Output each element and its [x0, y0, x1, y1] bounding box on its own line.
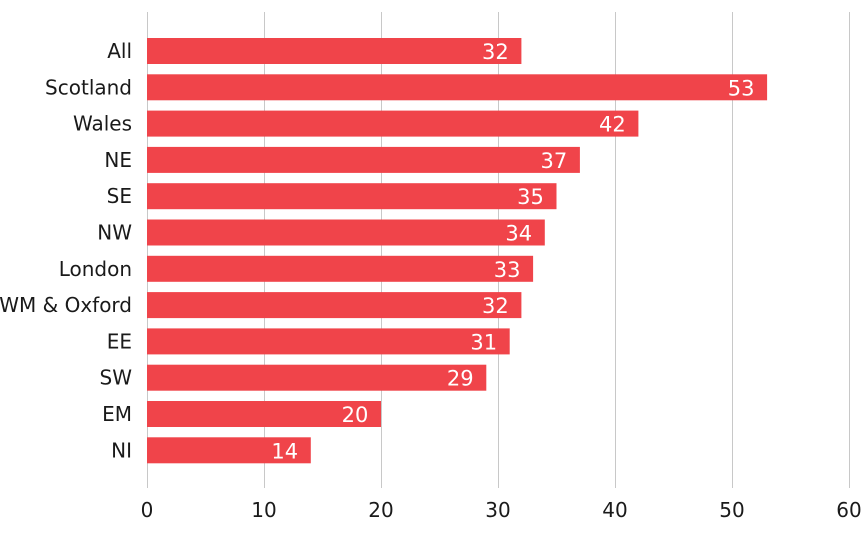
- bars-group: [147, 38, 768, 464]
- data-label: 31: [470, 330, 497, 354]
- category-label: WM & Oxford: [0, 293, 132, 317]
- x-tick-label: 40: [602, 498, 627, 522]
- data-label: 37: [541, 149, 568, 173]
- category-label: SE: [107, 184, 132, 208]
- data-label: 42: [599, 113, 626, 137]
- category-label: EE: [107, 329, 132, 353]
- bar: [147, 74, 768, 101]
- category-label: All: [107, 39, 132, 63]
- bar: [147, 219, 545, 246]
- bar: [147, 401, 381, 427]
- x-tick-labels: 0 10 20 30 40 50 60: [141, 498, 862, 522]
- value-labels: 32 53 42 37 35 34 33 32 31 29 20 14: [271, 40, 754, 463]
- bar: [147, 183, 557, 210]
- data-label: 32: [482, 40, 509, 64]
- data-label: 20: [342, 403, 369, 427]
- category-label: EM: [102, 402, 132, 426]
- data-label: 32: [482, 294, 509, 318]
- x-tick-label: 50: [719, 498, 744, 522]
- x-tick-label: 60: [836, 498, 861, 522]
- data-label: 34: [505, 222, 532, 246]
- category-label: SW: [100, 366, 133, 390]
- x-tick-label: 30: [485, 498, 510, 522]
- category-label: London: [59, 257, 132, 281]
- category-labels: All Scotland Wales NE SE NW London WM & Oxford E…: [0, 39, 132, 462]
- category-label: NW: [97, 221, 132, 245]
- data-label: 33: [494, 258, 521, 282]
- bar: [147, 38, 522, 64]
- bar: [147, 292, 522, 319]
- data-label: 35: [517, 185, 544, 209]
- bar: [147, 364, 487, 391]
- bar: [147, 146, 580, 173]
- category-label: NI: [111, 438, 132, 462]
- data-label: 53: [728, 76, 755, 100]
- data-label: 14: [271, 439, 298, 463]
- data-label: 29: [447, 367, 474, 391]
- x-tick-label: 10: [251, 498, 276, 522]
- category-label: Scotland: [45, 75, 132, 99]
- bar: [147, 328, 510, 355]
- bar: [147, 437, 311, 464]
- category-label: Wales: [73, 112, 132, 136]
- x-tick-label: 20: [368, 498, 393, 522]
- category-label: NE: [104, 148, 132, 172]
- bar: [147, 255, 534, 282]
- bar: [147, 110, 639, 137]
- x-tick-label: 0: [141, 498, 154, 522]
